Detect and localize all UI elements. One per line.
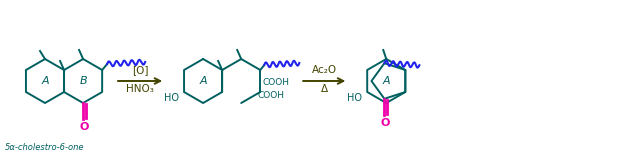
Text: A: A	[199, 76, 207, 86]
Text: HO: HO	[164, 93, 179, 103]
Text: A: A	[383, 76, 390, 86]
Text: O: O	[79, 122, 89, 132]
Text: HO: HO	[347, 93, 362, 103]
Text: O: O	[381, 118, 390, 128]
Text: COOH: COOH	[257, 91, 285, 100]
Text: COOH: COOH	[262, 78, 290, 87]
Text: B: B	[79, 76, 87, 86]
Text: 5α-cholestro-6-one: 5α-cholestro-6-one	[5, 143, 84, 152]
Text: Ac₂O: Ac₂O	[312, 65, 337, 75]
Text: [O]: [O]	[132, 65, 149, 75]
Text: Δ: Δ	[321, 84, 328, 94]
Text: A: A	[41, 76, 49, 86]
Text: HNO₃: HNO₃	[126, 84, 154, 94]
